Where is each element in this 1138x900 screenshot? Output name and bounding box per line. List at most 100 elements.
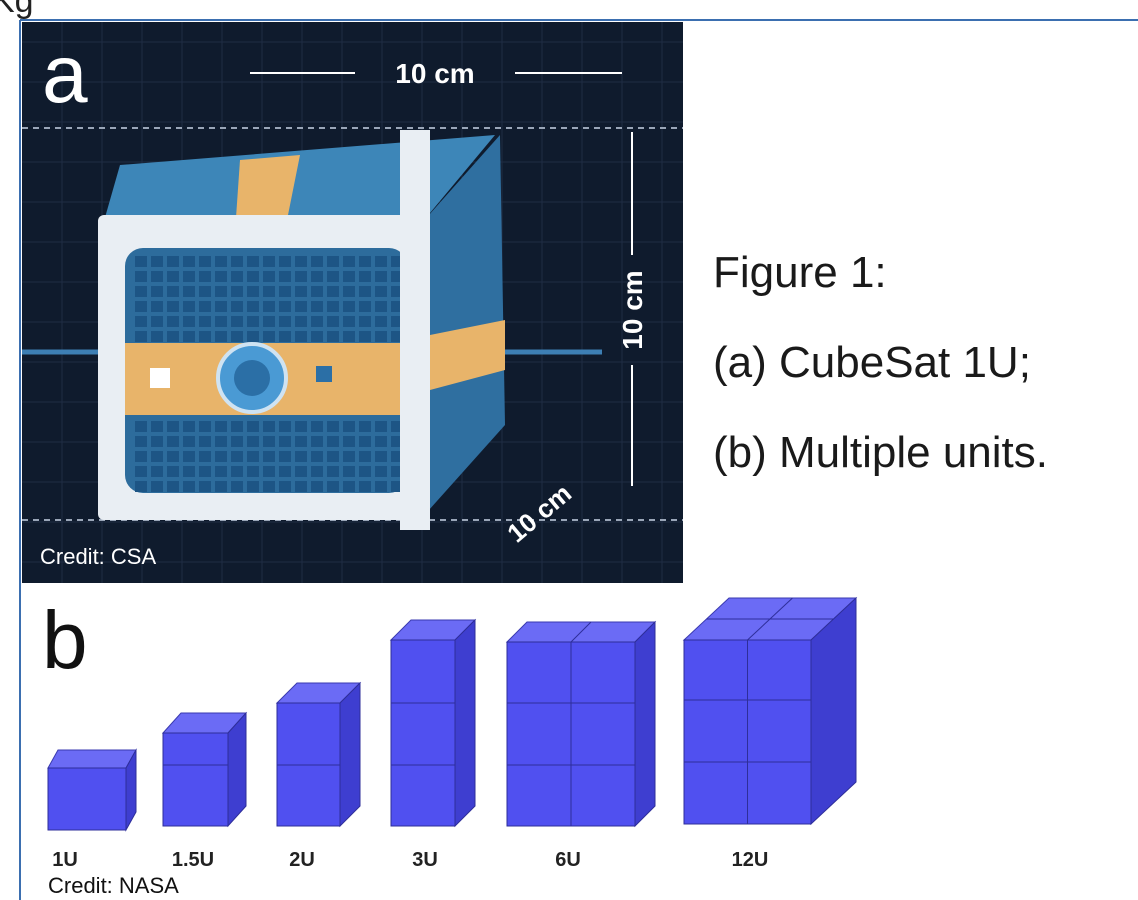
- solar-cell: [151, 421, 163, 432]
- solar-cell: [375, 466, 387, 477]
- solar-cell: [215, 301, 227, 312]
- solar-cell: [359, 331, 371, 342]
- solar-cell: [375, 451, 387, 462]
- solar-cell: [167, 436, 179, 447]
- sat-port: [316, 366, 332, 382]
- caption-line: (b) Multiple units.: [713, 428, 1048, 477]
- sat-top-strip: [235, 155, 300, 232]
- solar-cell: [199, 331, 211, 342]
- solar-cell: [359, 481, 371, 492]
- solar-cell: [199, 481, 211, 492]
- solar-cell: [391, 331, 403, 342]
- solar-cell: [263, 286, 275, 297]
- solar-cell: [279, 481, 291, 492]
- solar-cell: [295, 331, 307, 342]
- solar-cell: [391, 271, 403, 282]
- solar-cell: [135, 481, 147, 492]
- solar-cell: [343, 421, 355, 432]
- panel-a: a 10 cm 10 cm 10 cm Credit: CSA: [22, 22, 683, 583]
- dimension-label: 10 cm: [395, 58, 474, 89]
- solar-cell: [135, 451, 147, 462]
- solar-cell: [199, 466, 211, 477]
- solar-cell: [231, 466, 243, 477]
- solar-cell: [279, 436, 291, 447]
- solar-cell: [391, 256, 403, 267]
- solar-cell: [311, 271, 323, 282]
- solar-cell: [279, 421, 291, 432]
- solar-cell: [327, 331, 339, 342]
- solar-cell: [359, 451, 371, 462]
- solar-cell: [247, 301, 259, 312]
- solar-cell: [295, 286, 307, 297]
- solar-cell: [311, 316, 323, 327]
- solar-cell: [231, 436, 243, 447]
- solar-cell: [135, 331, 147, 342]
- solar-cell: [247, 421, 259, 432]
- caption-line: Figure 1:: [713, 248, 887, 297]
- solar-cell: [263, 481, 275, 492]
- solar-cell: [183, 436, 195, 447]
- solar-cell: [247, 481, 259, 492]
- solar-cell: [231, 271, 243, 282]
- solar-cell: [231, 286, 243, 297]
- solar-cell: [135, 301, 147, 312]
- solar-cell: [359, 286, 371, 297]
- solar-cell: [247, 436, 259, 447]
- cube-side: [339, 681, 361, 828]
- solar-cell: [135, 466, 147, 477]
- solar-cell: [199, 271, 211, 282]
- solar-cell: [151, 301, 163, 312]
- unit-label: 6U: [555, 849, 581, 871]
- solar-cell: [151, 286, 163, 297]
- solar-cell: [263, 436, 275, 447]
- solar-cell: [199, 316, 211, 327]
- solar-cell: [247, 316, 259, 327]
- solar-cell: [295, 436, 307, 447]
- solar-cell: [215, 451, 227, 462]
- solar-cell: [151, 316, 163, 327]
- solar-cell: [183, 481, 195, 492]
- solar-cell: [167, 466, 179, 477]
- sat-port: [150, 368, 170, 388]
- unit-label: 2U: [289, 849, 315, 871]
- solar-cell: [359, 316, 371, 327]
- solar-cell: [135, 271, 147, 282]
- solar-cell: [327, 301, 339, 312]
- sat-rail: [400, 130, 430, 530]
- solar-cell: [343, 301, 355, 312]
- solar-cell: [295, 481, 307, 492]
- solar-cell: [375, 256, 387, 267]
- cube-front: [47, 767, 127, 831]
- solar-cell: [231, 316, 243, 327]
- solar-cell: [151, 331, 163, 342]
- solar-cell: [167, 301, 179, 312]
- solar-cell: [167, 451, 179, 462]
- solar-cell: [327, 481, 339, 492]
- solar-cell: [391, 421, 403, 432]
- solar-cell: [247, 451, 259, 462]
- solar-cells: [135, 256, 403, 492]
- solar-cell: [183, 316, 195, 327]
- solar-cell: [375, 301, 387, 312]
- solar-cell: [343, 481, 355, 492]
- solar-cell: [199, 286, 211, 297]
- panel-b: b 1U 1.5U 2U 3U 6U 12U Credit: NASA: [42, 595, 858, 898]
- cube-side: [454, 618, 476, 828]
- unit-label: 3U: [412, 849, 438, 871]
- solar-cell: [391, 316, 403, 327]
- cube-front: [162, 732, 229, 827]
- solar-cell: [343, 466, 355, 477]
- solar-cell: [199, 256, 211, 267]
- solar-cell: [183, 286, 195, 297]
- solar-cell: [231, 301, 243, 312]
- solar-cell: [311, 436, 323, 447]
- caption-line: (a) CubeSat 1U;: [713, 338, 1031, 387]
- solar-cell: [279, 256, 291, 267]
- solar-cell: [343, 436, 355, 447]
- credit: Credit: NASA: [48, 873, 179, 898]
- solar-cell: [327, 436, 339, 447]
- solar-cell: [343, 286, 355, 297]
- solar-cell: [375, 436, 387, 447]
- solar-cell: [247, 331, 259, 342]
